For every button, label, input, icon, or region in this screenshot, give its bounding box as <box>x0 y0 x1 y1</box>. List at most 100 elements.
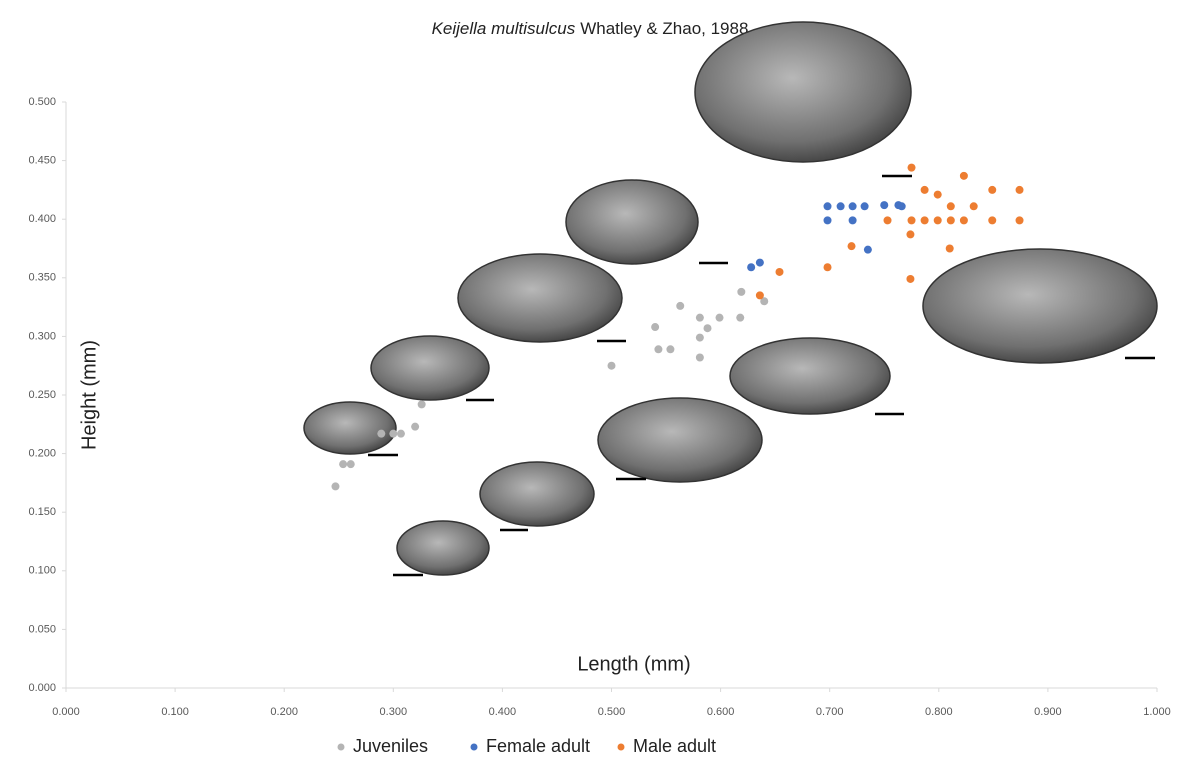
chart-title: Keijella multisulcus Whatley & Zhao, 1988 <box>432 19 749 38</box>
point <box>651 323 660 332</box>
point <box>755 291 764 300</box>
point <box>969 202 978 211</box>
point <box>666 345 675 354</box>
point <box>988 216 997 225</box>
point <box>823 202 832 211</box>
point <box>1015 216 1024 225</box>
series <box>755 163 1024 300</box>
title-authority: Whatley & Zhao, 1988 <box>580 19 748 38</box>
y-tick-label: 0.400 <box>28 213 56 225</box>
point <box>339 460 348 469</box>
point <box>907 163 916 172</box>
specimen-image <box>370 335 490 401</box>
series <box>747 201 906 272</box>
point <box>760 297 769 306</box>
legend-marker <box>337 743 345 751</box>
point <box>959 171 968 180</box>
title-species: Keijella multisulcus <box>432 19 576 38</box>
x-tick-label: 0.400 <box>489 706 517 718</box>
x-tick-label: 0.900 <box>1034 706 1062 718</box>
point <box>607 361 616 370</box>
specimen-images <box>303 21 1158 577</box>
point <box>897 202 906 211</box>
point <box>411 422 420 431</box>
specimen-image <box>479 461 595 527</box>
point <box>848 202 857 211</box>
series <box>331 287 769 491</box>
point <box>346 460 355 469</box>
point <box>676 301 685 310</box>
x-tick-label: 0.800 <box>925 706 953 718</box>
point <box>988 185 997 194</box>
point <box>737 287 746 296</box>
y-tick-label: 0.000 <box>28 682 56 694</box>
y-tick-label: 0.450 <box>28 155 56 167</box>
point <box>880 201 889 210</box>
point <box>848 216 857 225</box>
x-tick-label: 0.100 <box>161 706 189 718</box>
point <box>695 313 704 322</box>
x-axis-label: Length (mm) <box>577 653 690 675</box>
y-tick-label: 0.300 <box>28 330 56 342</box>
specimen-image <box>396 520 490 576</box>
y-tick-label: 0.350 <box>28 272 56 284</box>
point <box>736 313 745 322</box>
point <box>933 190 942 199</box>
x-tick-label: 0.600 <box>707 706 735 718</box>
y-tick-label: 0.100 <box>28 565 56 577</box>
point <box>823 216 832 225</box>
specimen-image <box>457 253 623 343</box>
point <box>823 263 832 272</box>
legend-label: Male adult <box>633 736 716 756</box>
point <box>755 258 764 267</box>
point <box>959 216 968 225</box>
point <box>847 242 856 251</box>
point <box>920 185 929 194</box>
point <box>945 244 954 253</box>
legend-label: Female adult <box>486 736 590 756</box>
specimen-image <box>303 401 397 455</box>
specimen-image <box>729 337 891 415</box>
point <box>377 429 386 438</box>
point <box>715 313 724 322</box>
point <box>695 353 704 362</box>
specimen-image <box>922 248 1158 364</box>
point <box>836 202 845 211</box>
point <box>946 216 955 225</box>
point <box>883 216 892 225</box>
point <box>946 202 955 211</box>
x-tick-label: 0.700 <box>816 706 844 718</box>
point <box>1015 185 1024 194</box>
specimen-image <box>565 179 699 265</box>
y-tick-label: 0.150 <box>28 506 56 518</box>
point <box>654 345 663 354</box>
point <box>703 324 712 333</box>
specimen-image <box>694 21 912 163</box>
point <box>860 202 869 211</box>
point <box>747 263 756 272</box>
y-tick-label: 0.250 <box>28 389 56 401</box>
point <box>933 216 942 225</box>
point <box>906 230 915 239</box>
x-tick-label: 0.300 <box>380 706 408 718</box>
point <box>775 267 784 276</box>
point <box>389 429 398 438</box>
y-tick-label: 0.500 <box>28 96 56 108</box>
point <box>417 400 426 409</box>
legend-marker <box>617 743 625 751</box>
point <box>920 216 929 225</box>
x-tick-label: 0.200 <box>270 706 298 718</box>
y-tick-label: 0.050 <box>28 623 56 635</box>
legend-marker <box>470 743 478 751</box>
x-tick-label: 0.500 <box>598 706 626 718</box>
y-axis-label: Height (mm) <box>78 340 100 450</box>
x-tick-label: 0.000 <box>52 706 80 718</box>
point <box>863 245 872 254</box>
point <box>396 429 405 438</box>
specimen-image <box>597 397 763 483</box>
legend-label: Juveniles <box>353 736 428 756</box>
point <box>906 274 915 283</box>
point <box>695 333 704 342</box>
y-tick-label: 0.200 <box>28 448 56 460</box>
